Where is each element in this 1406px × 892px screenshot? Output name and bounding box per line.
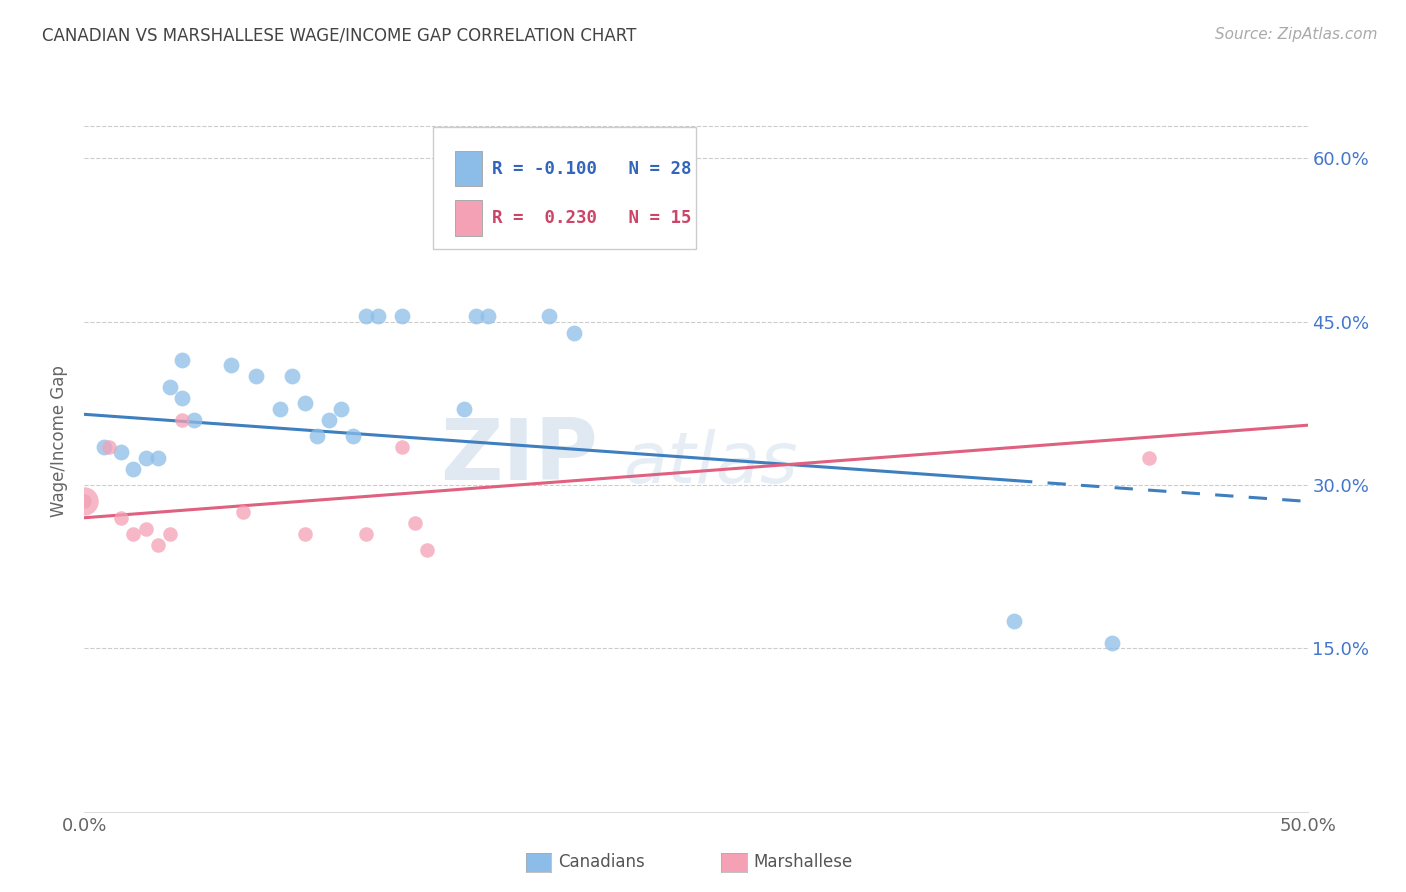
Text: CANADIAN VS MARSHALLESE WAGE/INCOME GAP CORRELATION CHART: CANADIAN VS MARSHALLESE WAGE/INCOME GAP … xyxy=(42,27,637,45)
Point xyxy=(294,527,316,541)
Text: Source: ZipAtlas.com: Source: ZipAtlas.com xyxy=(1215,27,1378,42)
Point xyxy=(342,429,364,443)
Text: ZIP: ZIP xyxy=(440,415,598,498)
Y-axis label: Wage/Income Gap: Wage/Income Gap xyxy=(51,366,69,517)
Point xyxy=(1137,450,1160,465)
Point xyxy=(122,527,145,541)
FancyBboxPatch shape xyxy=(456,201,482,235)
Point xyxy=(416,543,439,558)
Point xyxy=(318,413,340,427)
Point xyxy=(269,401,291,416)
Point xyxy=(172,413,194,427)
Point xyxy=(219,359,242,373)
Point xyxy=(73,494,96,508)
Point xyxy=(1002,614,1025,628)
Point xyxy=(93,440,115,454)
Point xyxy=(1101,636,1123,650)
Point xyxy=(172,352,194,367)
Point xyxy=(294,396,316,410)
Point xyxy=(453,401,475,416)
Point xyxy=(464,310,486,324)
Point xyxy=(305,429,328,443)
FancyBboxPatch shape xyxy=(433,127,696,249)
Point xyxy=(538,310,561,324)
Point xyxy=(146,450,169,465)
Point xyxy=(135,450,157,465)
Point xyxy=(183,413,205,427)
Point xyxy=(110,510,132,524)
Point xyxy=(245,369,267,384)
Point xyxy=(97,440,120,454)
Point xyxy=(477,310,499,324)
Point xyxy=(146,538,169,552)
Point xyxy=(135,522,157,536)
Point xyxy=(391,310,413,324)
Text: R = -0.100   N = 28: R = -0.100 N = 28 xyxy=(492,160,692,178)
Point xyxy=(330,401,353,416)
Point xyxy=(391,440,413,454)
Point xyxy=(367,310,389,324)
Point xyxy=(159,527,181,541)
Point xyxy=(73,494,96,508)
Text: Marshallese: Marshallese xyxy=(754,853,853,871)
Point xyxy=(354,310,377,324)
Point xyxy=(281,369,304,384)
Point xyxy=(159,380,181,394)
FancyBboxPatch shape xyxy=(456,151,482,186)
Point xyxy=(122,462,145,476)
Point xyxy=(172,391,194,405)
Point xyxy=(110,445,132,459)
Point xyxy=(354,527,377,541)
Text: Canadians: Canadians xyxy=(558,853,645,871)
Text: atlas: atlas xyxy=(623,429,797,499)
Text: R =  0.230   N = 15: R = 0.230 N = 15 xyxy=(492,209,692,227)
Point xyxy=(232,505,254,519)
Point xyxy=(404,516,426,531)
Point xyxy=(562,326,585,340)
